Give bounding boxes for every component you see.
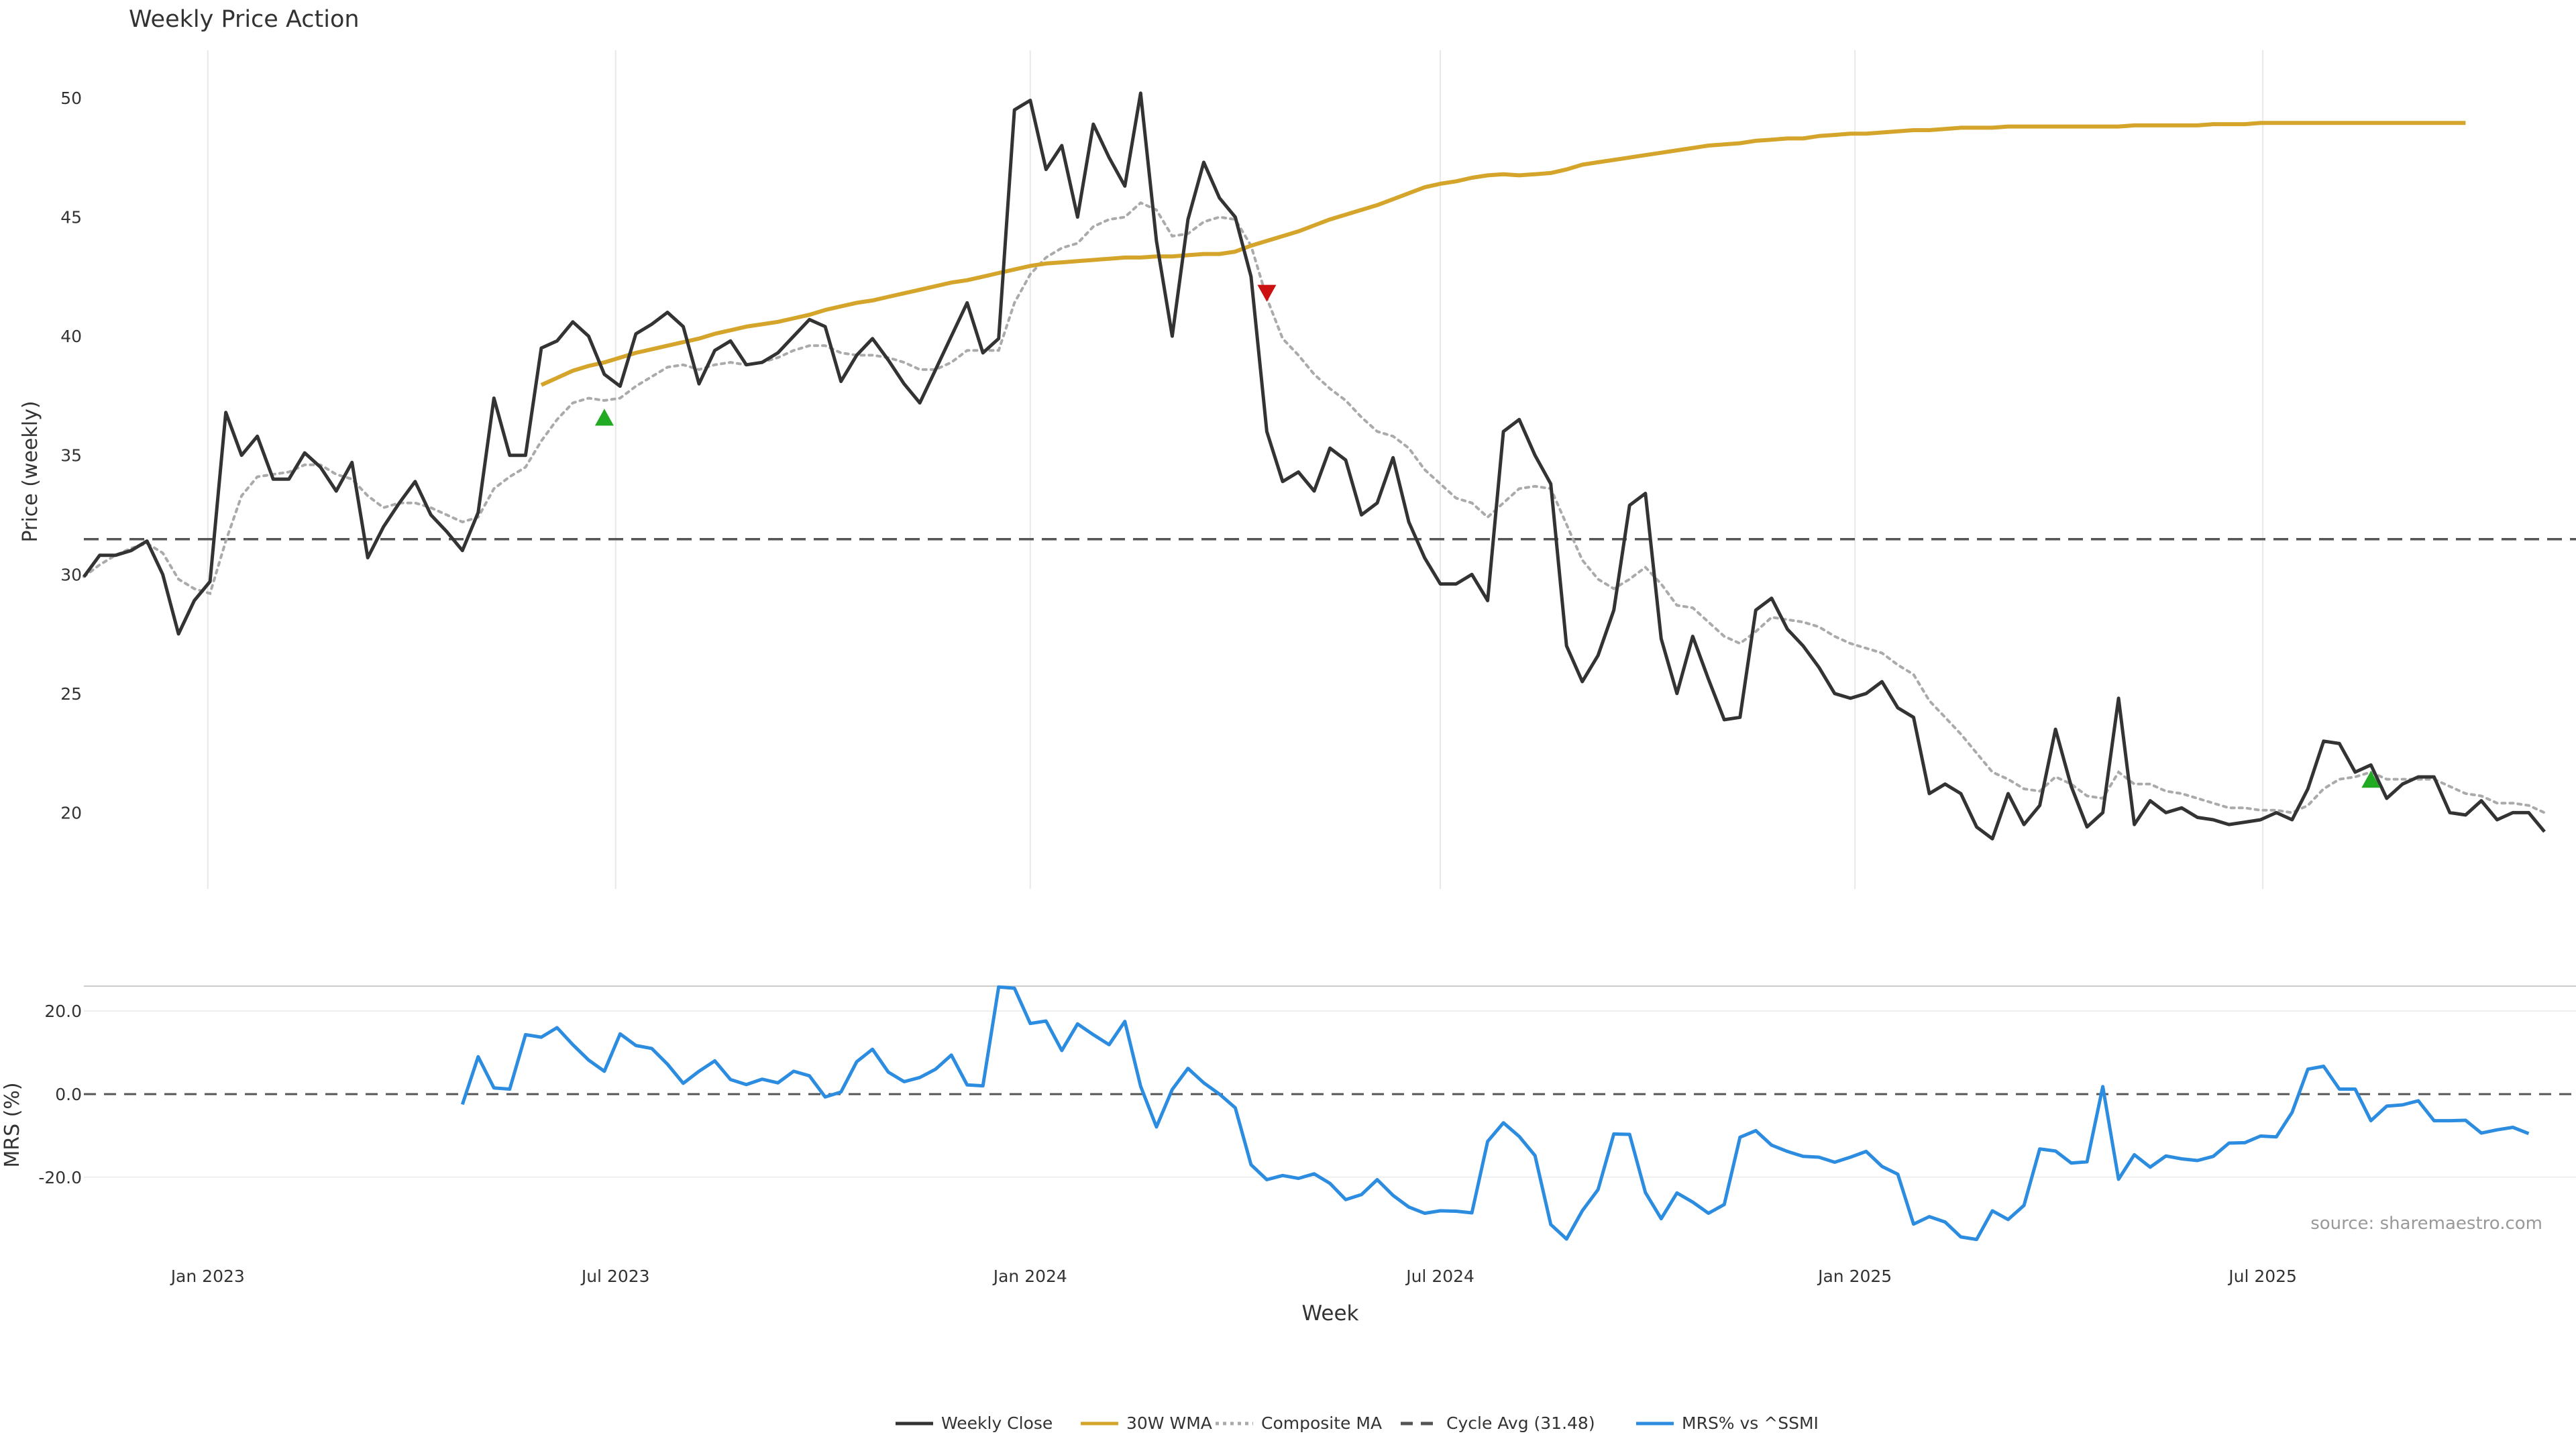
composite-ma-line <box>83 201 2546 814</box>
sell-signal-marker <box>1257 284 1277 302</box>
price-panel: 20 25 30 35 40 45 50 <box>60 50 2576 889</box>
x-tick-label: Jul 2025 <box>2227 1267 2297 1286</box>
y-axis-label-mrs: MRS (%) <box>1 1082 24 1167</box>
y-tick-label: 50 <box>60 89 82 108</box>
x-tick-label: Jan 2023 <box>170 1267 245 1286</box>
x-tick-label: Jul 2023 <box>580 1267 650 1286</box>
x-tick-label: Jan 2024 <box>992 1267 1067 1286</box>
legend-label: MRS% vs ^SSMI <box>1682 1413 1819 1433</box>
x-tick-label: Jul 2024 <box>1405 1267 1474 1286</box>
y-tick-label: 30 <box>60 565 82 584</box>
legend-label: 30W WMA <box>1126 1413 1212 1433</box>
y-tick-label: 45 <box>60 208 82 227</box>
y-axis-label-price: Price (weekly) <box>19 400 42 542</box>
legend-item: Cycle Avg (31.48) <box>1401 1413 1595 1433</box>
buy-signal-marker <box>594 409 614 426</box>
mrs-y-tick-label: 0.0 <box>55 1085 82 1104</box>
buy-signal-marker <box>2361 771 2381 788</box>
legend-item: 30W WMA <box>1081 1413 1212 1433</box>
source-note: source: sharemaestro.com <box>2310 1214 2542 1234</box>
legend: Weekly Close 30W WMA Composite MA Cycle Avg… <box>896 1413 1819 1433</box>
mrs-line <box>460 985 2530 1242</box>
y-tick-label: 35 <box>60 446 82 466</box>
mrs-y-tick-label: -20.0 <box>38 1168 82 1187</box>
chart-title: Weekly Price Action <box>129 6 360 33</box>
legend-item: Composite MA <box>1216 1413 1382 1433</box>
wma-30w-line <box>540 121 2466 387</box>
x-axis: Jan 2023 Jul 2023 Jan 2024 Jul 2024 Jan 2025… <box>170 1267 2297 1286</box>
mrs-y-tick-label: 20.0 <box>44 1002 82 1021</box>
y-tick-label: 40 <box>60 327 82 346</box>
x-axis-label: Week <box>1302 1301 1359 1326</box>
y-tick-label: 25 <box>60 684 82 704</box>
x-tick-label: Jan 2025 <box>1817 1267 1892 1286</box>
weekly-close-line <box>82 91 2546 841</box>
mrs-panel: 20.0 0.0 -20.0 <box>38 985 2576 1242</box>
legend-label: Composite MA <box>1261 1413 1382 1433</box>
legend-item: MRS% vs ^SSMI <box>1636 1413 1819 1433</box>
legend-label: Cycle Avg (31.48) <box>1446 1413 1595 1433</box>
legend-item: Weekly Close <box>896 1413 1053 1433</box>
legend-label: Weekly Close <box>941 1413 1053 1433</box>
y-tick-label: 20 <box>60 803 82 822</box>
